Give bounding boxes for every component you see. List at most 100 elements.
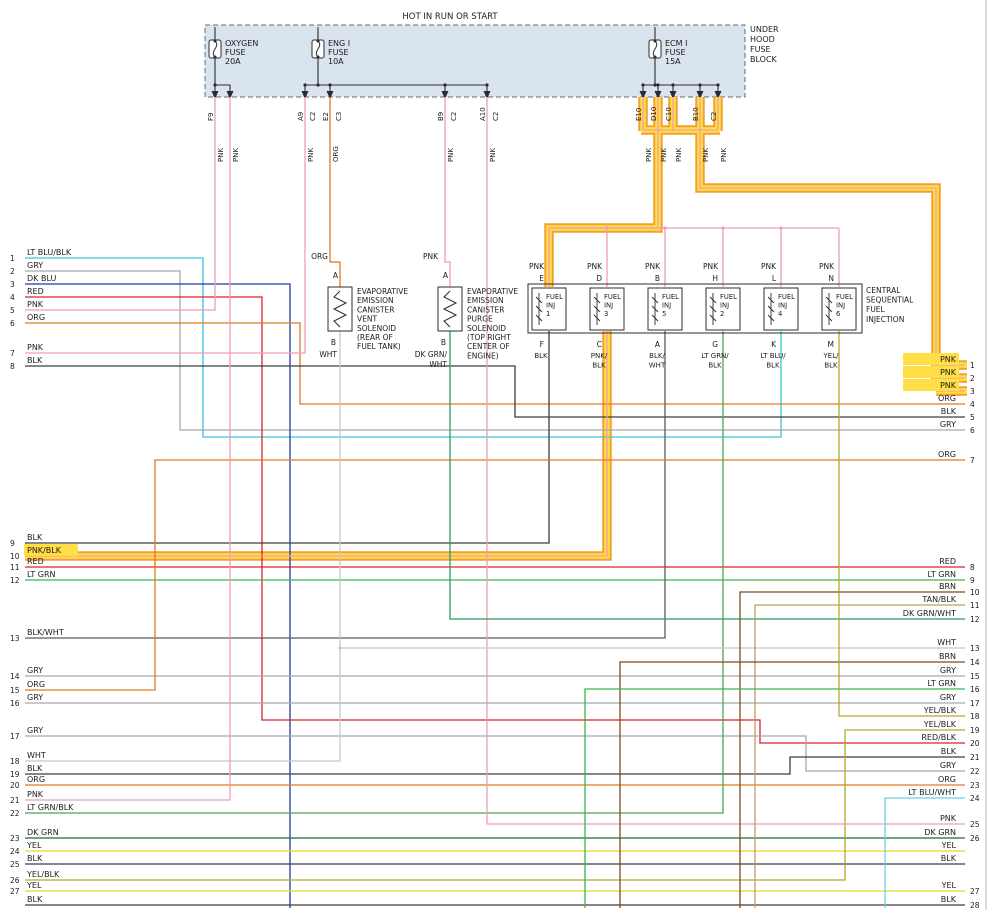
junction-dot <box>485 83 489 87</box>
injector-label: INJ <box>778 302 787 310</box>
right-pin-20-red-blk: RED/BLK 20 <box>921 733 979 748</box>
left-pin-wire-label: RED <box>27 287 44 296</box>
wire-pnk-30 <box>486 97 965 825</box>
injector-label: FUEL <box>546 293 563 301</box>
left-pin-wire-label: PNK/BLK <box>27 546 62 555</box>
left-pin-22-lt-grn-blk: 22 LT GRN/BLK <box>10 803 74 818</box>
injector-coil-icon <box>651 293 659 325</box>
wire-lt-grn-blk-21 <box>25 331 724 814</box>
right-pin-wire-label: YEL/BLK <box>923 720 957 729</box>
left-pin-number: 23 <box>10 834 20 843</box>
injector-coil-icon <box>535 293 543 325</box>
connector-arrow-icon <box>441 91 449 99</box>
solenoid-description: VENT <box>357 315 377 324</box>
right-pin-wire-label: WHT <box>937 638 956 647</box>
left-pin-number: 26 <box>10 876 20 885</box>
solenoid-description: SOLENOID <box>467 324 506 333</box>
left-pin-3-dk-blu: 3 DK BLU <box>10 274 56 289</box>
right-pin-wire-label: RED <box>939 557 956 566</box>
injector-feed-wire-label: PNK <box>819 262 835 271</box>
left-pin-number: 19 <box>10 770 20 779</box>
csfi-title: INJECTION <box>866 315 904 324</box>
wire-color-label: PNK <box>232 148 240 162</box>
wire-blk-8 <box>25 331 550 544</box>
solenoid-description: CENTER OF <box>467 342 510 351</box>
connector-arrow-icon <box>654 91 662 99</box>
right-pin-wire-label: ORG <box>938 394 956 403</box>
solenoid-description: EVAPORATIVE <box>467 287 518 296</box>
wire-color-label: PNK <box>660 148 668 162</box>
fuse-label: ECM I <box>665 39 687 48</box>
left-pin-number: 14 <box>10 672 20 681</box>
left-pin-25-blk: 25 BLK <box>10 854 43 869</box>
fuse-label: OXYGEN <box>225 39 258 48</box>
left-pin-wire-label: LT BLU/BLK <box>27 248 72 257</box>
fuse-label: 10A <box>328 57 344 66</box>
wire-color-label: PNK <box>675 148 683 162</box>
right-pin-number: 20 <box>970 739 980 748</box>
left-pin-23-dk-grn: 23 DK GRN <box>10 828 59 843</box>
injector-out-wire-label: BLK <box>534 352 548 360</box>
fuse-label: FUSE <box>328 48 349 57</box>
left-pin-number: 12 <box>10 576 20 585</box>
left-pin-wire-label: BLK <box>27 895 43 904</box>
connector-arrow-icon <box>226 91 234 99</box>
right-pin-wire-label: BLK <box>941 895 957 904</box>
right-pin-3-pnk: PNK 3 <box>903 379 975 396</box>
right-pin-17-gry: GRY 17 <box>940 693 980 708</box>
left-pin-number: 2 <box>10 267 15 276</box>
injector-top-pin-label: E <box>539 274 544 283</box>
wire-yel-blk-38 <box>838 331 965 717</box>
junction-dot <box>653 83 657 87</box>
right-pin-5-blk: BLK 5 <box>941 407 975 422</box>
solenoid-coil-icon <box>442 290 458 328</box>
connector-label-a9: A9 <box>297 112 305 121</box>
solenoid-description: CANISTER <box>357 305 394 314</box>
injector-out-wire-label: BLK <box>592 361 606 369</box>
connector-arrow-icon <box>326 91 334 99</box>
junction-dot <box>303 83 307 87</box>
right-pin-wire-label: YEL <box>941 881 957 890</box>
connector-label-e10: E10 <box>635 108 643 121</box>
under-hood-fuse-block-label: BLOCK <box>750 55 778 64</box>
wire-yel-blk-25 <box>25 729 965 881</box>
evap-purge-solenoid-box <box>437 286 463 332</box>
right-pin-x-yel: YEL <box>941 841 957 850</box>
connector-label-c3: C3 <box>335 112 343 121</box>
solenoid-feed-wire-label: PNK <box>423 252 439 261</box>
left-pin-number: 20 <box>10 781 20 790</box>
right-pin-number: 22 <box>970 767 980 776</box>
right-pin-1-pnk: PNK 1 <box>903 353 975 370</box>
right-pin-8-red: RED 8 <box>939 557 975 572</box>
right-pin-number: 8 <box>970 563 975 572</box>
right-pin-number: 28 <box>970 901 980 910</box>
junction-dot <box>656 83 660 87</box>
csfi-title: FUEL <box>866 305 886 314</box>
injector-top-pin-label: H <box>712 274 718 283</box>
fuse-terminal-dot <box>316 55 320 59</box>
injector-out-wire-label: PNK/ <box>591 352 608 360</box>
wire-color-label: PNK <box>217 148 225 162</box>
right-pin-number: 15 <box>970 672 980 681</box>
left-pin-number: 27 <box>10 887 20 896</box>
left-pin-wire-label: YEL <box>26 881 42 890</box>
left-pin-4-red: 4 RED <box>10 287 44 302</box>
right-pin-wire-label: BLK <box>941 854 957 863</box>
right-pin-wire-label: TAN/BLK <box>921 595 956 604</box>
right-pin-12-dk-grn-wht: DK GRN/WHT 12 <box>903 609 980 624</box>
left-pin-wire-label: GRY <box>27 693 43 702</box>
injector-label: FUEL <box>778 293 795 301</box>
connector-label-c2: C2 <box>492 112 500 121</box>
right-pin-number: 18 <box>970 712 980 721</box>
connector-label-c2: C2 <box>309 112 317 121</box>
left-pin-number: 25 <box>10 860 20 869</box>
right-pin-wire-label: ORG <box>938 450 956 459</box>
left-pin-number: 16 <box>10 699 20 708</box>
right-pin-24-lt-blu-wht: LT BLU/WHT 24 <box>908 788 979 803</box>
right-pin-wire-label: GRY <box>940 666 956 675</box>
right-pin-wire-label: ORG <box>938 775 956 784</box>
left-pin-8-blk: 8 BLK <box>10 356 43 371</box>
csfi-title: CENTRAL <box>866 286 901 295</box>
connector-label-b9: B9 <box>437 112 445 121</box>
